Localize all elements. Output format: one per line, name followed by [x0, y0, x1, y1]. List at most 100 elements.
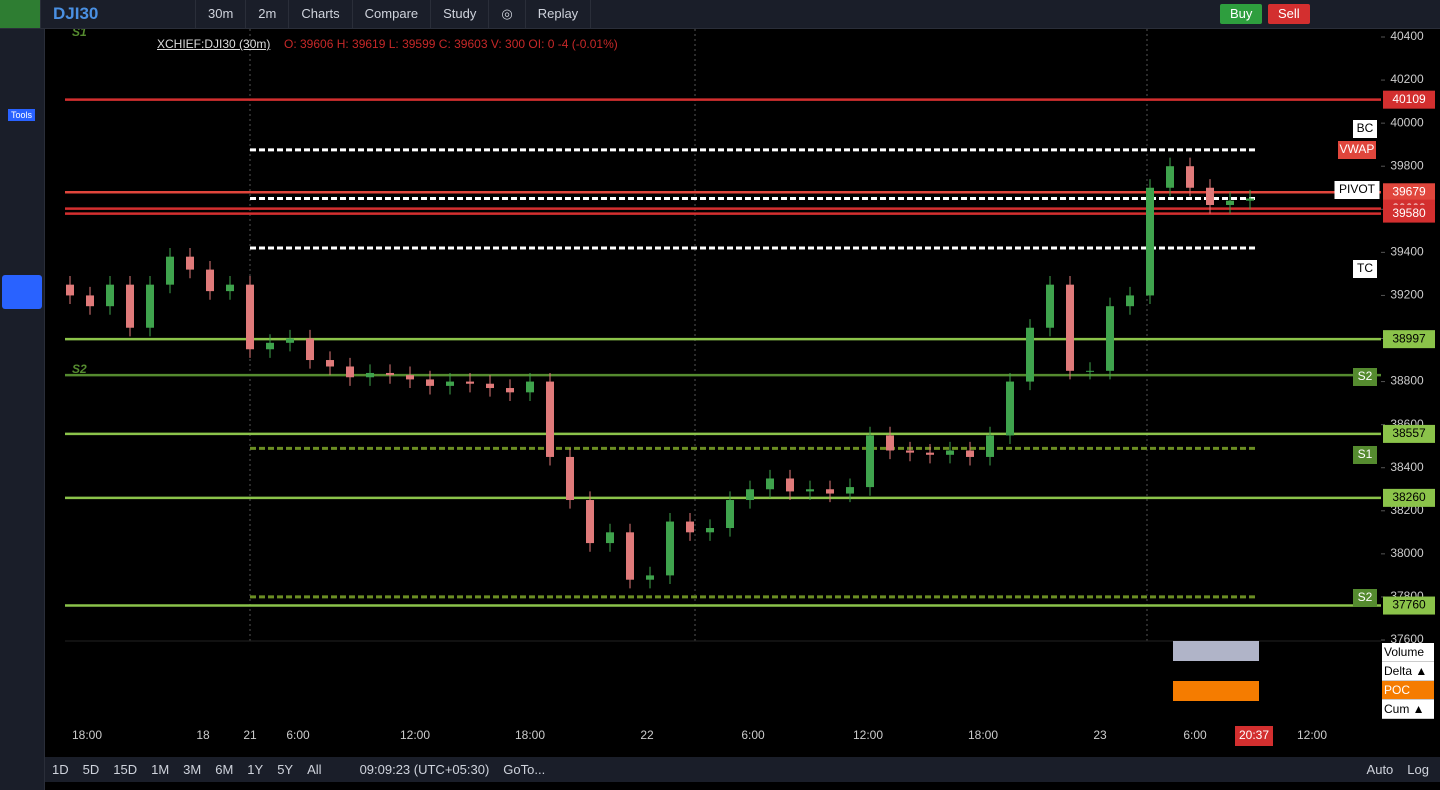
candle-body — [1086, 370, 1094, 372]
candle-body — [486, 383, 494, 389]
x-tick-label: 21 — [243, 728, 257, 742]
candle-body — [266, 342, 274, 350]
range-button[interactable]: 1D — [52, 762, 69, 777]
chart-note: S2 — [72, 362, 87, 376]
clock: 09:09:23 (UTC+05:30) — [359, 762, 490, 777]
poc-profile — [1173, 681, 1259, 701]
level-tag-label: VWAP — [1340, 142, 1375, 156]
range-button[interactable]: 15D — [113, 762, 138, 777]
candle-body — [506, 388, 514, 393]
y-tick-label: 40000 — [1390, 115, 1424, 129]
panel: Volume Delta ▲ POC Cum ▲ — [1382, 643, 1434, 719]
candle-body — [846, 487, 854, 494]
instagram[interactable]: ◎ — [489, 0, 526, 28]
candle-body — [66, 284, 74, 296]
bottom-bar: 1D 5D 15D 1M 3M 6M 1Y 5Y All 09:09:23 (UTC+05:30)… — [45, 757, 1440, 782]
price-tag-label: 40109 — [1392, 92, 1426, 106]
candle-body — [646, 575, 654, 580]
candle-body — [566, 456, 574, 501]
x-tick-label: 18 — [196, 728, 210, 742]
x-tick-label: 6:00 — [1183, 728, 1207, 742]
level-tag-label: BC — [1357, 121, 1374, 135]
candle-body — [626, 532, 634, 580]
candle-body — [406, 375, 414, 380]
level-tag — [1353, 589, 1377, 607]
price-tag — [1383, 183, 1435, 202]
price-tag-label: 37760 — [1392, 598, 1426, 612]
candle-body — [606, 532, 614, 544]
range-button[interactable]: 1Y — [247, 762, 264, 777]
x-tick-label: 12:00 — [853, 728, 883, 742]
level-tag — [1353, 446, 1377, 464]
price-tag-label: 39679 — [1392, 184, 1426, 198]
range-button[interactable]: 5D — [82, 762, 100, 777]
panel-item[interactable]: Volume — [1382, 643, 1434, 662]
log[interactable]: Log — [1407, 762, 1429, 777]
range-button[interactable]: 5Y — [277, 762, 294, 777]
candle-body — [766, 478, 774, 490]
left-toolbar: Tools — [0, 29, 45, 790]
candle-body — [946, 450, 954, 455]
level-tag — [1353, 368, 1377, 386]
candle-body — [166, 256, 174, 285]
time-tag — [1235, 726, 1273, 746]
candle-body — [346, 366, 354, 378]
range-button[interactable]: 6M — [215, 762, 234, 777]
candle-body — [1226, 200, 1234, 205]
panel-item[interactable]: Cum ▲ — [1382, 700, 1434, 719]
price-axis — [1381, 29, 1440, 757]
candle-body — [1186, 166, 1194, 188]
panel-item[interactable]: Delta ▲ — [1382, 662, 1434, 681]
goto[interactable]: GoTo... — [503, 762, 546, 777]
range-button[interactable]: 1M — [151, 762, 170, 777]
price-tag-label: 38260 — [1392, 490, 1426, 504]
price-tag — [1383, 424, 1435, 443]
candle-body — [386, 372, 394, 376]
candle-body — [366, 372, 374, 378]
candle-body — [466, 381, 474, 384]
level-tag-label: S2 — [1358, 369, 1373, 383]
active-tool[interactable] — [2, 275, 42, 309]
x-tick-label: 18:00 — [968, 728, 998, 742]
candle-body — [86, 295, 94, 307]
charts[interactable]: Charts — [289, 0, 353, 28]
y-tick-label: 40200 — [1390, 72, 1424, 86]
symbol[interactable]: DJI30 — [41, 0, 196, 28]
volume-profile — [1173, 641, 1259, 661]
sell-button[interactable]: Sell — [1268, 4, 1310, 24]
x-tick-label: 23 — [1093, 728, 1107, 742]
candle-body — [826, 489, 834, 494]
level-tag — [1338, 141, 1376, 159]
candle-body — [966, 450, 974, 457]
x-tick-label: 22 — [640, 728, 654, 742]
compare[interactable]: Compare — [353, 0, 432, 28]
y-tick-label: 40400 — [1390, 29, 1424, 43]
study[interactable]: Study — [431, 0, 490, 28]
panel-item[interactable]: POC — [1382, 681, 1434, 700]
y-tick-label: 39200 — [1390, 288, 1424, 302]
candle-body — [906, 450, 914, 453]
candle-body — [1066, 284, 1074, 371]
x-tick-label: 6:00 — [286, 728, 310, 742]
range-button[interactable]: 3M — [183, 762, 202, 777]
candle-body — [286, 338, 294, 343]
candle-body — [746, 489, 754, 501]
top-bar: DJI30 30m 2m Charts Compare Study ◎ Repl… — [0, 0, 1440, 29]
candle-body — [1246, 198, 1254, 201]
x-tick-label: 6:00 — [741, 728, 765, 742]
replay[interactable]: Replay — [526, 0, 592, 28]
x-tick-label: 18:00 — [515, 728, 545, 742]
range-button[interactable]: All — [307, 762, 322, 777]
candle-body — [446, 381, 454, 386]
x-tick-label: 12:00 — [1297, 728, 1327, 742]
legend-ticker: XCHIEF:DJI30 (30m) — [157, 37, 271, 51]
price-tag — [1383, 90, 1435, 109]
buy-button[interactable]: Buy — [1220, 4, 1263, 24]
interval[interactable]: 30m — [196, 0, 247, 28]
level-tag — [1334, 181, 1380, 199]
level-tag — [1353, 120, 1377, 138]
auto[interactable]: Auto — [1366, 762, 1394, 777]
interval[interactable]: 2m — [246, 0, 290, 28]
tools-label: Tools — [8, 109, 36, 121]
